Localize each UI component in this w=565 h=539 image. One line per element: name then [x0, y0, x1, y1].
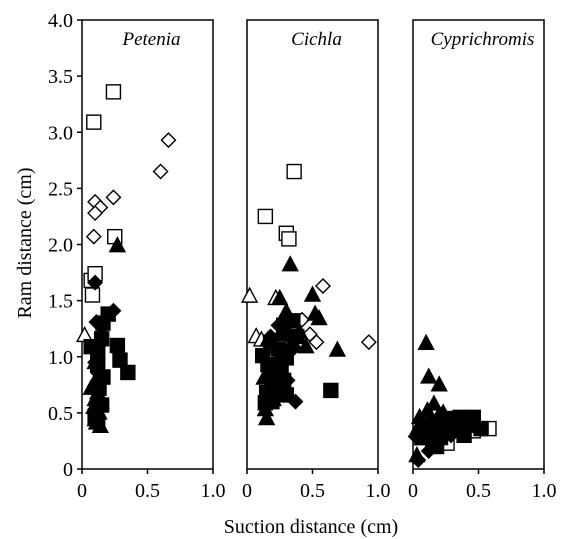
y-tick-label: 1.5 — [48, 291, 73, 313]
open-diamond-point — [314, 278, 331, 295]
filled-square-point — [90, 414, 106, 430]
filled-triangle-point — [328, 340, 347, 357]
open-square-point — [257, 208, 274, 225]
open-square-point — [286, 163, 302, 180]
filled-square-point — [456, 427, 472, 444]
open-diamond-point — [152, 163, 169, 180]
y-tick-label: 3.5 — [48, 66, 73, 88]
filled-triangle-point — [417, 333, 435, 350]
panel-title: Petenia — [121, 29, 180, 50]
filled-square-point — [275, 317, 292, 334]
filled-square-point — [323, 382, 339, 399]
y-tick-label: 2.5 — [48, 178, 73, 200]
panel-petenia: Petenia — [75, 19, 214, 470]
open-diamond-point — [105, 189, 122, 206]
filled-square-point — [95, 315, 111, 331]
x-tick-label: 0 — [77, 480, 87, 502]
filled-square-point — [289, 328, 305, 345]
open-diamond-point — [85, 228, 102, 245]
filled-square-point — [120, 364, 136, 381]
x-axis-title: Suction distance (cm) — [224, 516, 398, 538]
x-tick-label: 0.5 — [300, 480, 325, 502]
x-tick-label: 1.0 — [201, 480, 226, 502]
filled-diamond-point — [410, 452, 427, 469]
filled-triangle-point — [430, 375, 448, 392]
x-tick-label: 0.5 — [466, 480, 491, 502]
filled-triangle-point — [310, 309, 328, 326]
x-tick-label: 0.5 — [135, 480, 160, 502]
filled-square-point — [428, 438, 445, 455]
open-diamond-point — [87, 205, 104, 222]
open-square-point — [105, 84, 122, 100]
y-tick-label: 3.0 — [48, 122, 73, 144]
x-tick-label: 0 — [242, 480, 252, 502]
x-tick-label: 0 — [408, 480, 418, 502]
y-tick-label: 1.0 — [48, 347, 73, 369]
filled-diamond-point — [87, 274, 104, 291]
filled-triangle-point — [303, 285, 322, 302]
open-square-point — [281, 231, 297, 247]
open-square-point — [86, 114, 102, 130]
filled-triangle-point — [420, 367, 438, 384]
y-tick-label: 0 — [63, 459, 73, 481]
filled-square-point — [91, 380, 107, 396]
panel-cichla: Cichla — [240, 19, 379, 470]
open-diamond-point — [160, 132, 177, 149]
filled-square-point — [112, 352, 128, 368]
x-axis: 0 0.5 1.0 0 0.5 1.0 0 0.5 1.0 — [77, 469, 557, 502]
y-tick-label: 4.0 — [48, 10, 73, 32]
filled-square-point — [257, 395, 274, 411]
panel-title: Cyprichromis — [431, 29, 535, 50]
panel-cyprichromis: Cyprichromis — [407, 19, 545, 470]
panel-title: Cichla — [291, 29, 342, 50]
panels: Petenia Cichla Cyprichromis — [75, 19, 545, 470]
filled-square-point — [109, 337, 126, 354]
filled-square-point — [278, 387, 294, 403]
y-axis-title: Ram distance (cm) — [14, 167, 36, 318]
filled-triangle-point — [297, 337, 315, 354]
open-triangle-point — [240, 286, 259, 303]
open-diamond-point — [360, 334, 377, 351]
x-tick-label: 1.0 — [366, 480, 391, 502]
filled-triangle-point — [108, 236, 127, 253]
y-tick-label: 0.5 — [48, 403, 73, 425]
filled-triangle-point — [257, 409, 276, 426]
y-tick-label: 2.0 — [48, 235, 73, 257]
filled-square-point — [473, 420, 489, 437]
x-tick-label: 1.0 — [532, 480, 557, 502]
filled-triangle-point — [281, 255, 299, 272]
y-axis: 0 0.5 1.0 1.5 2.0 2.5 3.0 3.5 4.0 — [48, 10, 82, 481]
filled-triangle-point — [271, 288, 289, 306]
open-square-point — [84, 287, 101, 303]
